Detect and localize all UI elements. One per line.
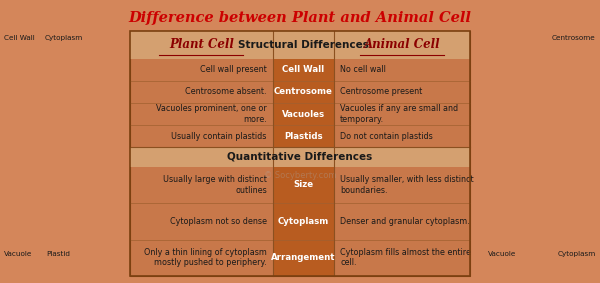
Text: Vacuole: Vacuole xyxy=(4,250,33,257)
Text: Arrangement: Arrangement xyxy=(271,253,335,262)
Text: Plastid: Plastid xyxy=(46,250,70,257)
Text: Size: Size xyxy=(293,181,313,189)
Text: Usually large with distinct
outlines: Usually large with distinct outlines xyxy=(163,175,267,195)
Text: Structural Differences: Structural Differences xyxy=(238,40,369,50)
Text: Cell Wall: Cell Wall xyxy=(4,35,35,41)
Text: Plant Cell: Plant Cell xyxy=(169,38,234,51)
Text: Denser and granular cytoplasm.: Denser and granular cytoplasm. xyxy=(340,217,470,226)
Text: Centrosome: Centrosome xyxy=(274,87,333,97)
Text: Plastids: Plastids xyxy=(284,132,323,141)
Text: Difference between Plant and Animal Cell: Difference between Plant and Animal Cell xyxy=(128,11,472,25)
Text: Animal Cell: Animal Cell xyxy=(364,38,440,51)
Text: Cytoplasm: Cytoplasm xyxy=(44,35,83,41)
Text: © Socyberty.com: © Socyberty.com xyxy=(264,171,336,180)
Text: No cell wall: No cell wall xyxy=(340,65,386,74)
Text: Cell Wall: Cell Wall xyxy=(283,65,325,74)
FancyBboxPatch shape xyxy=(130,147,470,167)
Text: Only a thin lining of cytoplasm
mostly pushed to periphery.: Only a thin lining of cytoplasm mostly p… xyxy=(144,248,267,267)
Text: Vacuoles prominent, one or
more.: Vacuoles prominent, one or more. xyxy=(156,104,267,124)
Text: Vacuoles if any are small and
temporary.: Vacuoles if any are small and temporary. xyxy=(340,104,458,124)
Text: Centrosome present: Centrosome present xyxy=(340,87,422,97)
FancyBboxPatch shape xyxy=(130,31,470,59)
Text: Cytoplasm: Cytoplasm xyxy=(557,250,596,257)
Text: Quantitative Differences: Quantitative Differences xyxy=(227,152,373,162)
Text: Vacuoles: Vacuoles xyxy=(282,110,325,119)
FancyBboxPatch shape xyxy=(273,59,334,147)
Text: Cytoplasm: Cytoplasm xyxy=(278,217,329,226)
Text: Cytoplasm fills almost the entire
cell.: Cytoplasm fills almost the entire cell. xyxy=(340,248,471,267)
Text: Cytoplasm not so dense: Cytoplasm not so dense xyxy=(170,217,267,226)
Text: Vacuole: Vacuole xyxy=(488,250,516,257)
Text: Usually smaller, with less distinct
boundaries.: Usually smaller, with less distinct boun… xyxy=(340,175,473,195)
FancyBboxPatch shape xyxy=(130,31,470,276)
Text: Cell wall present: Cell wall present xyxy=(200,65,267,74)
FancyBboxPatch shape xyxy=(273,167,334,276)
Text: Do not contain plastids: Do not contain plastids xyxy=(340,132,433,141)
Text: Usually contain plastids: Usually contain plastids xyxy=(172,132,267,141)
Text: Centrosome absent.: Centrosome absent. xyxy=(185,87,267,97)
Text: Centrosome: Centrosome xyxy=(552,35,596,41)
